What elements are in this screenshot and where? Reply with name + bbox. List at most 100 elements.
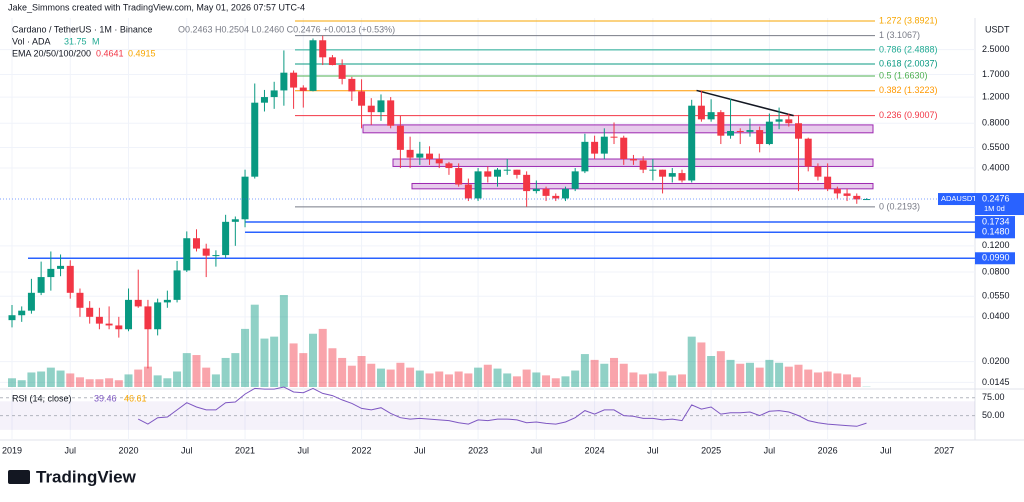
x-tick-label: 2023	[468, 445, 488, 455]
y-tick-label: 0.0800	[982, 266, 1010, 276]
volume-bar	[415, 370, 424, 387]
volume-bar	[192, 355, 201, 387]
price-box	[975, 226, 1015, 239]
candle-body	[396, 125, 404, 150]
last-price: 0.2476	[982, 193, 1010, 203]
zone	[411, 182, 874, 190]
candle-body	[727, 130, 735, 136]
rsi-label: RSI (14, close)	[12, 393, 72, 403]
x-tick-label: Jul	[298, 445, 310, 455]
volume-bar	[454, 371, 463, 387]
volume-bar	[736, 363, 745, 387]
candle-body	[309, 40, 317, 91]
candle-body	[328, 57, 336, 66]
candle-body	[707, 112, 715, 120]
fib-label: 0 (0.2193)	[879, 201, 920, 211]
candle-body	[231, 219, 239, 222]
volume-bar	[542, 375, 551, 387]
volume-bar	[561, 376, 570, 387]
candle-body	[503, 169, 511, 171]
volume-bar	[270, 336, 279, 387]
symbol-label: ADAUSDT	[941, 194, 977, 203]
zone	[362, 124, 874, 134]
volume-bar	[571, 370, 580, 387]
volume-bar	[85, 379, 94, 387]
candle-body	[27, 292, 35, 311]
volume-bar	[843, 374, 852, 387]
candle-body	[115, 325, 123, 330]
candle-body	[76, 292, 84, 308]
y-tick-label: 1.7000	[982, 69, 1010, 79]
currency: USDT	[985, 24, 1010, 34]
volume-bar	[668, 375, 677, 387]
logo-text: TradingView	[36, 467, 137, 486]
candle-body	[426, 153, 434, 160]
volume-bar	[318, 328, 327, 387]
volume-bar	[775, 362, 784, 387]
volume-bar	[697, 342, 706, 387]
volume-bar	[211, 374, 220, 387]
fib-label: 0.5 (1.6630)	[879, 70, 928, 80]
volume-bar	[474, 367, 483, 387]
x-tick-label: 2024	[585, 445, 605, 455]
candle-body	[57, 265, 65, 269]
volume-bar	[338, 357, 347, 387]
volume-bar	[163, 378, 172, 387]
symbol: Cardano / TetherUS · 1M · Binance	[12, 24, 152, 34]
price-box-label: 0.1480	[982, 227, 1010, 237]
candle-body	[571, 171, 579, 189]
candle-body	[66, 265, 74, 293]
fib-label: 0.382 (1.3223)	[879, 85, 938, 95]
volume-bar	[143, 366, 152, 387]
candle-body	[173, 270, 181, 300]
candle-body	[697, 105, 705, 120]
volume-bar	[396, 362, 405, 387]
x-tick-label: 2019	[2, 445, 22, 455]
ema-value: 0.4641	[96, 48, 124, 58]
logo-icon	[8, 470, 30, 484]
vol-unit: M	[92, 36, 100, 46]
volume-bar	[745, 362, 754, 387]
candle-body	[251, 102, 259, 177]
y-tick-label: 0.1200	[982, 240, 1010, 250]
x-tick-label: Jul	[531, 445, 543, 455]
volume-bar	[328, 348, 337, 387]
candle-body	[387, 100, 395, 126]
volume-bar	[464, 373, 473, 387]
candle-body	[833, 188, 841, 194]
volume-bar	[347, 365, 356, 387]
volume-bar	[833, 373, 842, 387]
volume-bar	[425, 373, 434, 387]
candle-body	[561, 188, 569, 199]
candle-body	[319, 40, 327, 58]
fib-label: 1 (3.1067)	[879, 30, 920, 40]
volume-bar	[279, 295, 288, 387]
candle-body	[183, 238, 191, 271]
y-tick-label: 0.0400	[982, 311, 1010, 321]
candle-body	[95, 316, 103, 324]
candle-body	[455, 168, 463, 185]
candle-body	[154, 302, 162, 330]
candle-body	[765, 121, 773, 145]
volume-bar	[8, 378, 16, 387]
candle-body	[37, 277, 45, 293]
vol-value: 31.75	[64, 36, 87, 46]
logo[interactable]: TradingView	[8, 467, 137, 486]
candle-body	[202, 248, 210, 256]
volume-bar	[804, 369, 813, 387]
candle-body	[814, 166, 822, 177]
candle-body	[523, 174, 531, 192]
volume-bar	[56, 370, 65, 387]
volume-bar	[610, 357, 619, 387]
candle-body	[552, 195, 560, 199]
candle-body	[260, 97, 268, 103]
fib-label: 0.236 (0.9007)	[879, 110, 938, 120]
candle-body	[47, 268, 55, 278]
volume-bar	[357, 356, 366, 387]
candle-body	[824, 176, 832, 189]
volume-bar	[784, 366, 793, 387]
candle-body	[212, 255, 220, 257]
volume-bar	[37, 371, 46, 387]
candle-body	[435, 159, 443, 164]
